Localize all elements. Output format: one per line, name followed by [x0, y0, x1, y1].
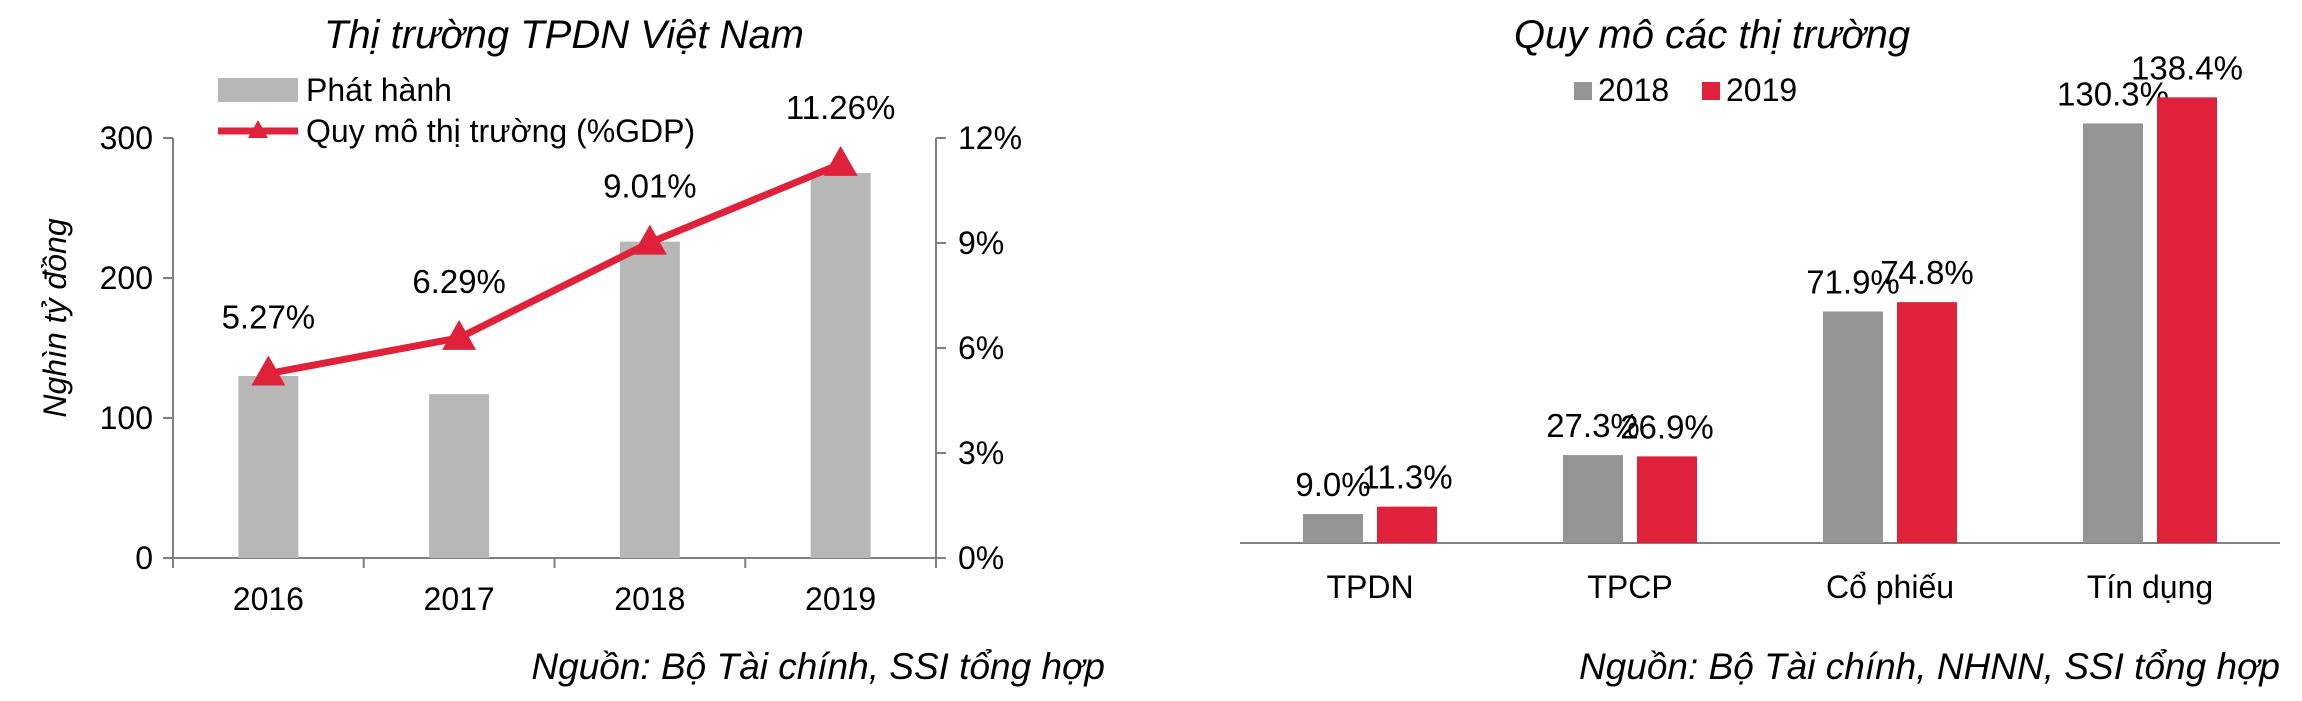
market-data-label: 26.9% [1620, 408, 1714, 445]
market-data-label: 27.3% [1546, 407, 1640, 444]
market-bar-2018 [1563, 455, 1623, 543]
market-data-label: 74.8% [1880, 254, 1974, 291]
right-x-tick-label: TPDN [1326, 569, 1413, 605]
gdp-line [267, 160, 842, 377]
gdp-data-label: 6.29% [412, 263, 506, 300]
left-x-tick-label: 2016 [233, 581, 304, 617]
gdp-data-label: 11.26% [786, 89, 895, 126]
legend-label-gdp: Quy mô thị trường (%GDP) [306, 113, 695, 149]
left-source-note: Nguồn: Bộ Tài chính, SSI tổng hợp [531, 646, 1105, 687]
legend-swatch-issuance [218, 78, 298, 102]
left-x-ticks: 2016 2017 2018 2019 [172, 558, 937, 617]
market-bar-2019 [2157, 97, 2217, 544]
left-chart-title: Thị trường TPDN Việt Nam [324, 13, 804, 57]
legend-swatch-2019 [1702, 82, 1720, 100]
market-data-label: 11.3% [1361, 459, 1452, 496]
right-y-tick-label: 9% [958, 225, 1004, 261]
left-y-axis-label: Nghìn tỷ đồng [37, 218, 73, 417]
legend-label-issuance: Phát hành [306, 72, 452, 108]
gdp-line-series: 5.27% 6.29% 9.01% 11.26% [222, 89, 895, 386]
gdp-marker [823, 145, 858, 176]
right-y-ticks: 0% 3% 6% 9% 12% [936, 120, 1022, 576]
left-y-tick-label: 300 [100, 120, 153, 156]
gdp-marker [251, 355, 286, 386]
left-x-tick-label: 2017 [424, 581, 495, 617]
left-y-tick-label: 200 [100, 260, 153, 296]
gdp-marker [442, 319, 477, 350]
legend-label-2018: 2018 [1598, 72, 1669, 108]
right-y-tick-label: 3% [958, 435, 1004, 471]
market-bar-2018 [2083, 123, 2143, 544]
market-size-bars: 9.0% 27.3% 71.9% 130.3% 11.3% 26.9% 74.8% 138.4… [1295, 49, 2243, 544]
market-data-label: 71.9% [1806, 263, 1900, 300]
market-data-label: 130.3% [2057, 75, 2169, 112]
right-source-note: Nguồn: Bộ Tài chính, NHNN, SSI tổng hợp [1579, 646, 2280, 687]
right-y-tick-label: 6% [958, 330, 1004, 366]
market-data-label: 138.4% [2131, 49, 2243, 86]
market-bar-2019 [1897, 302, 1957, 543]
gdp-data-label: 9.01% [603, 168, 697, 205]
right-chart-title: Quy mô các thị trường [1514, 13, 1910, 57]
market-bar-2018 [1823, 311, 1883, 543]
left-x-tick-label: 2019 [805, 581, 876, 617]
right-x-tick-label: TPCP [1587, 569, 1672, 605]
left-y-tick-label: 100 [100, 400, 153, 436]
right-x-ticks: TPDN TPCP Cổ phiếu Tín dụng [1326, 569, 2213, 605]
issuance-bar [238, 376, 299, 558]
market-bar-2019 [1637, 456, 1697, 543]
legend-swatch-2018 [1574, 82, 1592, 100]
market-bar-2019 [1377, 506, 1437, 543]
gdp-marker [632, 224, 667, 255]
right-x-tick-label: Cổ phiếu [1826, 569, 1954, 605]
right-chart: Quy mô các thị trường 2018 2019 9.0% 27.3… [1240, 13, 2280, 687]
left-y-ticks: 0 100 200 300 [100, 120, 173, 576]
left-y-tick-label: 0 [135, 540, 153, 576]
legend-marker-gdp [248, 120, 268, 138]
right-y-tick-label: 12% [958, 120, 1022, 156]
legend-label-2019: 2019 [1726, 72, 1797, 108]
market-data-label: 9.0% [1295, 466, 1370, 503]
right-y-tick-label: 0% [958, 540, 1004, 576]
issuance-bar [810, 173, 871, 558]
left-chart: Thị trường TPDN Việt Nam Phát hành Quy m… [37, 13, 1105, 687]
market-bar-2018 [1303, 514, 1363, 543]
gdp-data-label: 5.27% [222, 299, 316, 336]
issuance-bars [238, 173, 871, 558]
right-x-tick-label: Tín dụng [2087, 569, 2213, 605]
issuance-bar [619, 241, 680, 558]
issuance-bar [429, 394, 490, 558]
left-x-tick-label: 2018 [614, 581, 685, 617]
